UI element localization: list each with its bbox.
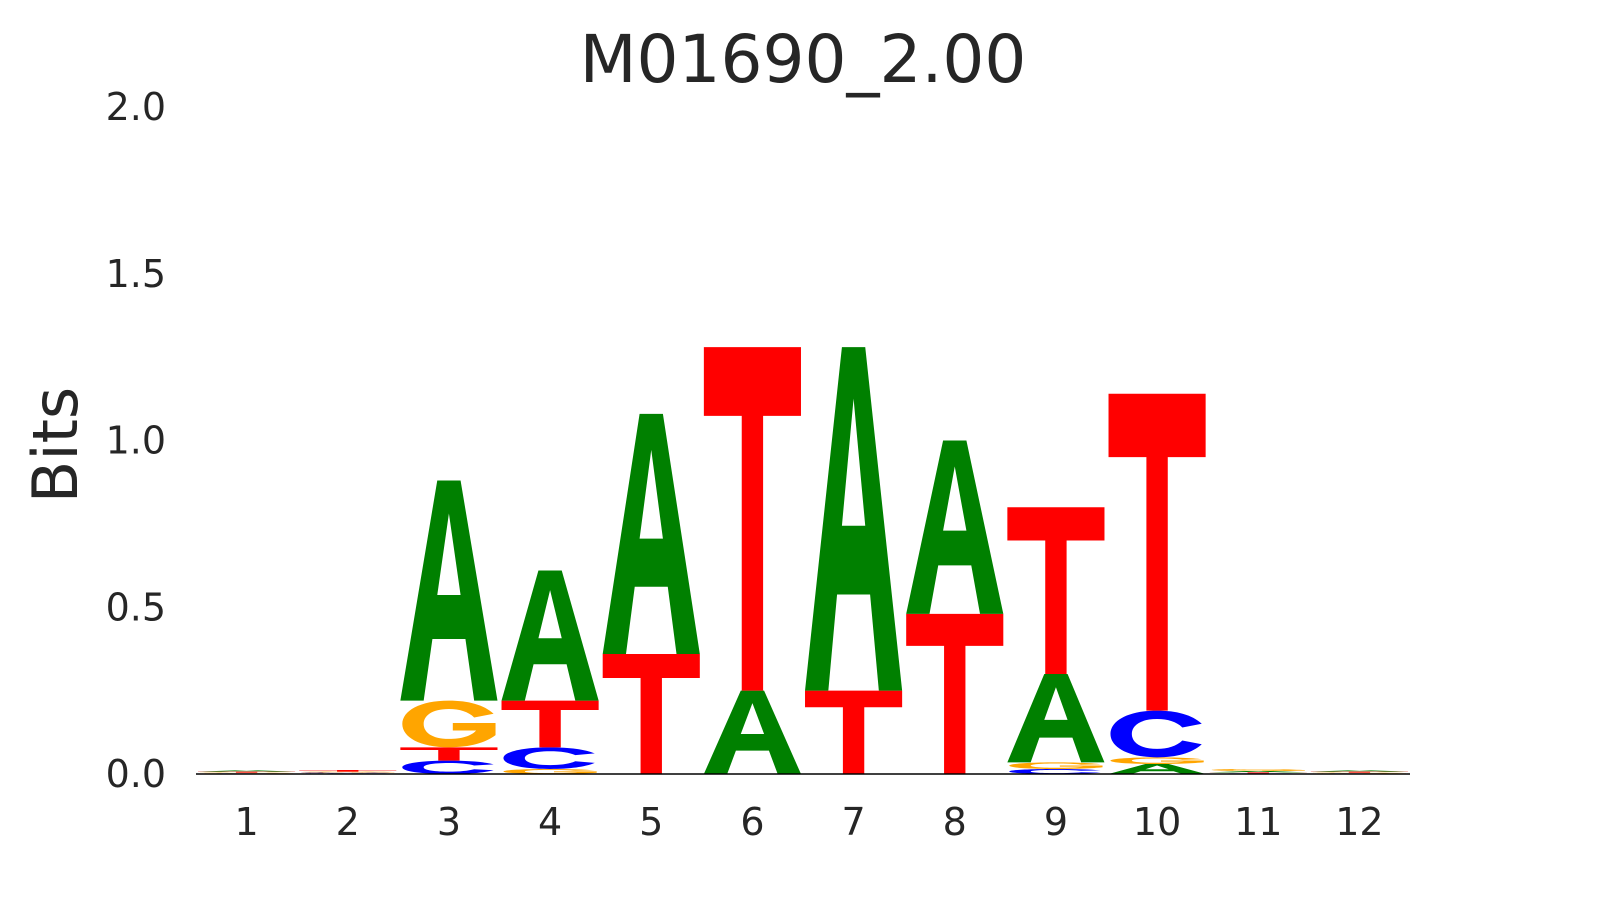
letter-C (503, 747, 595, 769)
x-tick-label: 8 (943, 800, 967, 844)
chart-title: M01690_2.00 (580, 21, 1027, 98)
letter-G (1211, 769, 1305, 771)
y-tick-label: 2.0 (106, 85, 166, 129)
letter-T (1310, 771, 1408, 773)
letter-A (805, 347, 903, 691)
logo-position-8 (906, 440, 1004, 774)
x-tick-label: 7 (841, 800, 865, 844)
x-tick-label: 3 (437, 800, 461, 844)
x-tick-label: 2 (336, 800, 360, 844)
x-tick-label: 5 (639, 800, 663, 844)
x-tick-label: 12 (1335, 800, 1383, 844)
x-tick-label: 4 (538, 800, 562, 844)
x-tick-label: 10 (1133, 800, 1181, 844)
logo-position-5 (602, 413, 700, 774)
y-axis-ticks: 0.0 0.5 1.0 1.5 2.0 (106, 85, 166, 796)
y-tick-label: 1.0 (106, 419, 166, 463)
letter-A (400, 480, 498, 701)
letter-T (906, 613, 1004, 774)
x-tick-label: 9 (1044, 800, 1068, 844)
letter-G (1110, 757, 1204, 764)
y-tick-label: 0.0 (106, 752, 166, 796)
letter-T (198, 771, 296, 773)
letter-A (703, 690, 801, 774)
y-tick-label: 0.5 (106, 585, 166, 629)
letter-T (299, 770, 397, 772)
logo-position-6 (703, 347, 801, 774)
letter-A (1108, 764, 1206, 774)
logo-position-7 (805, 347, 903, 774)
y-tick-label: 1.5 (106, 252, 166, 296)
letter-A (1209, 771, 1307, 773)
letter-T (400, 747, 498, 761)
letter-G (1312, 772, 1407, 774)
letter-C (402, 760, 494, 774)
x-axis-ticks: 1 2 3 4 5 6 7 8 9 10 11 12 (234, 800, 1383, 844)
letter-T (703, 347, 801, 691)
letter-A (501, 570, 599, 701)
y-axis-label: Bits (19, 387, 92, 503)
logo-position-10 (1108, 393, 1206, 774)
letter-T (805, 690, 903, 774)
letter-T (1007, 507, 1105, 674)
letter-A (906, 440, 1004, 614)
letter-G (199, 772, 294, 774)
logo-position-3 (400, 480, 498, 774)
logo-position-4 (501, 570, 599, 774)
logo-position-9 (1007, 507, 1105, 774)
x-tick-label: 11 (1234, 800, 1282, 844)
letter-G (402, 700, 496, 748)
x-tick-label: 6 (740, 800, 764, 844)
letter-G (1009, 762, 1103, 769)
letter-T (1209, 772, 1307, 774)
letter-C (1110, 710, 1202, 758)
letter-A (1310, 770, 1408, 772)
letter-G (301, 771, 395, 773)
letter-C (301, 772, 393, 774)
letter-T (501, 700, 599, 748)
logo-letters (198, 347, 1408, 774)
letter-A (198, 770, 296, 772)
letter-A (602, 413, 700, 654)
letter-A (1007, 673, 1105, 763)
x-tick-label: 1 (234, 800, 258, 844)
letter-T (602, 653, 700, 774)
letter-T (1108, 393, 1206, 711)
